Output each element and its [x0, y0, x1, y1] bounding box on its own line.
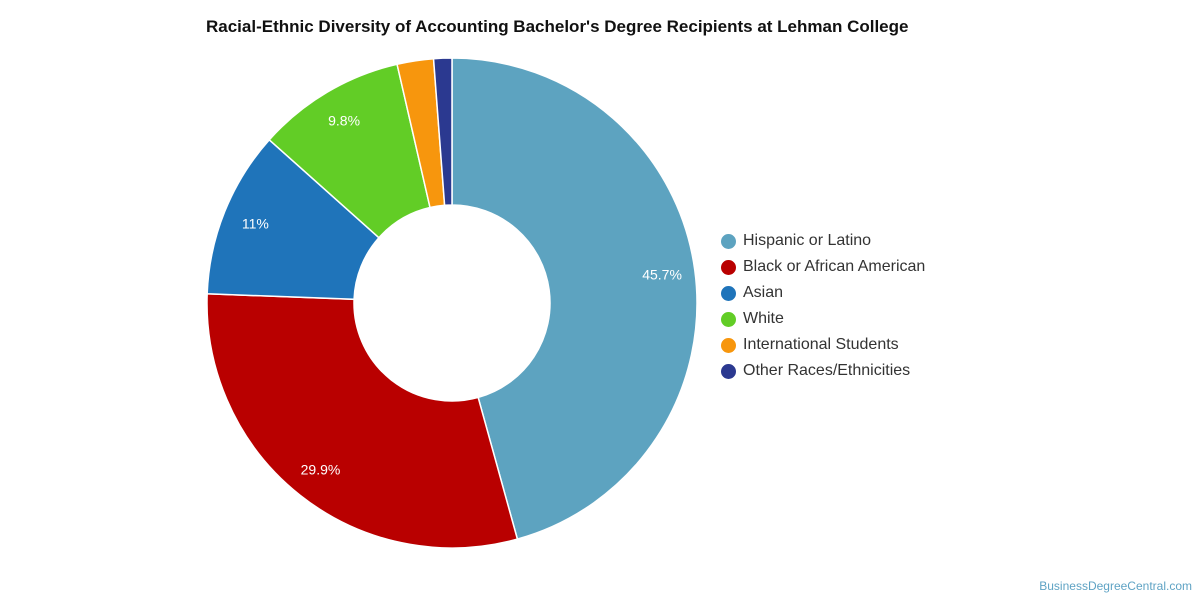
donut-slices	[206, 57, 698, 549]
slice-labels: 45.7% 29.9% 11% 9.8%	[242, 113, 682, 478]
legend-label: White	[743, 310, 784, 327]
legend-item-asian[interactable]: Asian	[721, 280, 925, 306]
chart-legend: Hispanic or Latino Black or African Ameri…	[721, 228, 925, 384]
legend-label: Hispanic or Latino	[743, 232, 872, 249]
legend-label: Black or African American	[743, 258, 926, 275]
legend-item-international-students[interactable]: International Students	[721, 332, 925, 358]
legend-label: Other Races/Ethnicities	[743, 362, 911, 379]
data-label-hispanic-or-latino: 45.7%	[642, 266, 682, 282]
legend-item-white[interactable]: White	[721, 306, 925, 332]
legend-label: International Students	[743, 336, 899, 353]
legend-swatch-icon	[721, 337, 736, 353]
slice-other-races-ethnicities[interactable]	[432, 57, 453, 207]
legend-swatch-icon	[721, 311, 736, 327]
slice-hispanic-or-latino[interactable]	[451, 57, 698, 541]
legend-item-hispanic-or-latino[interactable]: Hispanic or Latino	[721, 228, 925, 254]
data-label-white: 9.8%	[328, 113, 360, 129]
legend-item-other-races-ethnicities[interactable]: Other Races/Ethnicities	[721, 358, 925, 384]
chart-title: Racial-Ethnic Diversity of Accounting Ba…	[206, 17, 909, 36]
data-label-black-or-african-american: 29.9%	[301, 461, 341, 477]
legend-label: Asian	[743, 284, 784, 301]
legend-swatch-icon	[721, 285, 736, 301]
legend-swatch-icon	[721, 259, 736, 275]
legend-item-black-or-african-american[interactable]: Black or African American	[721, 254, 925, 280]
slice-black-or-african-american[interactable]	[206, 292, 519, 549]
data-label-asian: 11%	[242, 216, 269, 232]
source-credit[interactable]: BusinessDegreeCentral.com	[1039, 579, 1192, 593]
legend-swatch-icon	[721, 363, 736, 379]
legend-swatch-icon	[721, 233, 736, 249]
